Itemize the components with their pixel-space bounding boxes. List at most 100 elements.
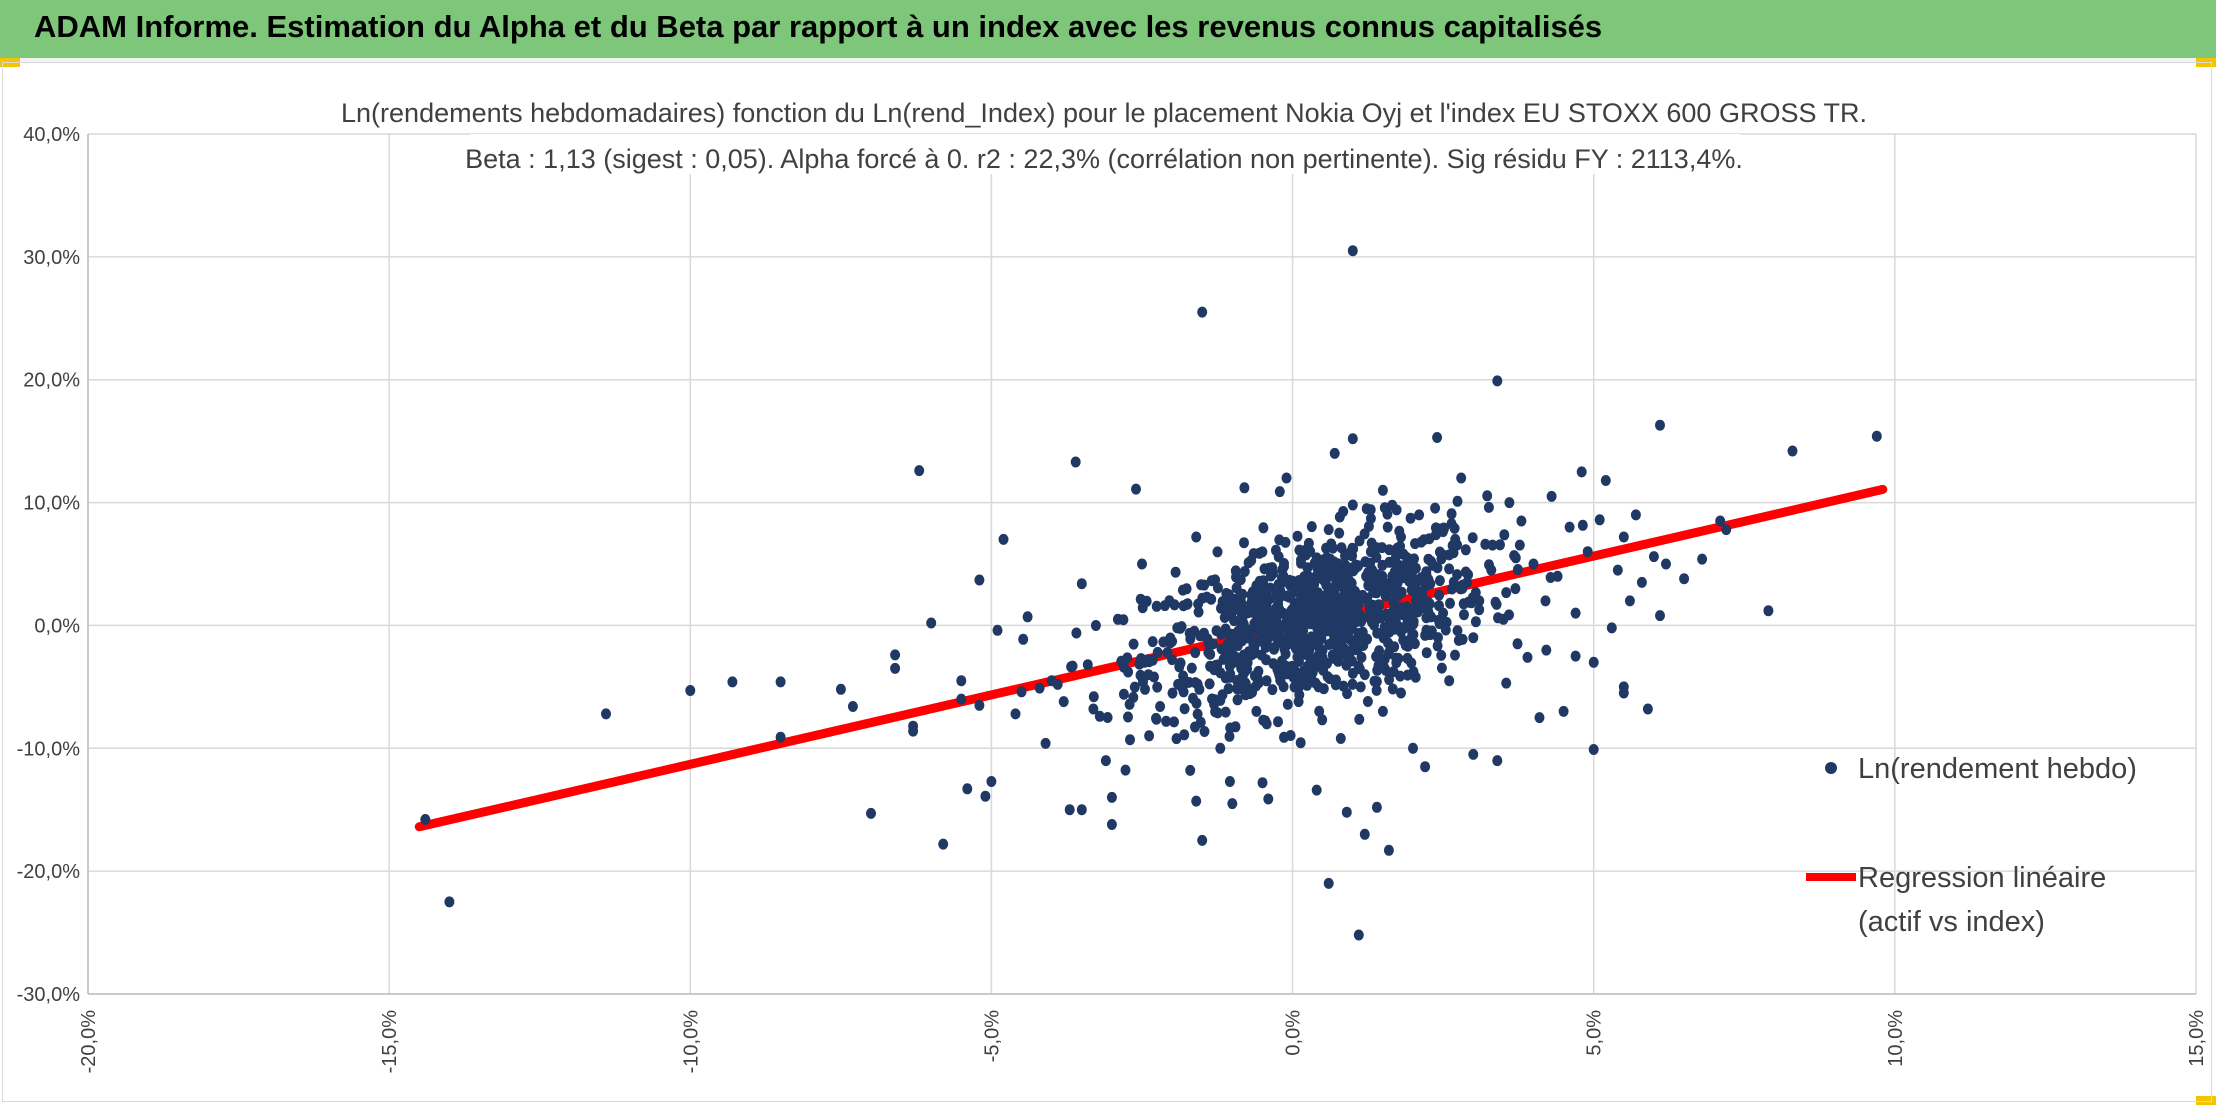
scatter-point: [1382, 521, 1393, 533]
scatter-point: [1286, 604, 1297, 616]
scatter-point: [1300, 596, 1311, 608]
scatter-point: [1197, 306, 1208, 318]
scatter-point: [1541, 644, 1552, 656]
scatter-point: [1504, 497, 1515, 509]
scatter-point: [685, 685, 696, 696]
scatter-point: [1289, 585, 1300, 597]
corner-marker-bottom-right: [2196, 1096, 2216, 1105]
scatter-point: [1436, 662, 1447, 674]
scatter-point: [1230, 565, 1241, 577]
scatter-point: [1452, 495, 1463, 507]
scatter-point: [835, 683, 846, 695]
scatter-point: [1414, 509, 1425, 521]
scatter-point: [1371, 542, 1382, 554]
scatter-point: [1257, 582, 1268, 594]
scatter-point: [1344, 547, 1355, 559]
scatter-point: [1076, 804, 1087, 816]
scatter-point: [1100, 755, 1111, 767]
scatter-point: [1436, 553, 1447, 565]
scatter-point: [992, 624, 1003, 636]
legend-marker-points: [1825, 762, 1837, 774]
y-tick-label: 20,0%: [23, 370, 80, 392]
scatter-point: [1273, 578, 1284, 590]
scatter-point: [1274, 486, 1285, 498]
scatter-point: [1281, 472, 1292, 484]
scatter-point: [1246, 626, 1257, 638]
scatter-point: [1420, 761, 1431, 773]
scatter-point: [1342, 688, 1353, 700]
scatter-point: [1088, 691, 1099, 703]
scatter-point: [1022, 611, 1033, 623]
scatter-point: [1245, 685, 1256, 697]
scatter-point: [1430, 529, 1441, 541]
scatter-point: [1618, 681, 1629, 693]
scatter-point: [1260, 630, 1271, 642]
scatter-point: [1371, 684, 1382, 696]
scatter-point: [1359, 828, 1370, 840]
scatter-point: [1287, 660, 1298, 672]
scatter-point: [1179, 703, 1190, 715]
report-title: ADAM Informe. Estimation du Alpha et du …: [34, 9, 1603, 44]
scatter-point: [1371, 676, 1382, 688]
scatter-point: [1395, 670, 1406, 682]
scatter-point: [1334, 527, 1345, 539]
scatter-point: [1232, 694, 1243, 706]
scatter-point: [1306, 631, 1317, 643]
scatter-point: [1274, 670, 1285, 682]
scatter-point: [1323, 524, 1334, 536]
scatter-point: [847, 701, 858, 712]
scatter-point: [1576, 466, 1587, 478]
scatter-point: [1314, 705, 1325, 717]
scatter-point: [1242, 657, 1253, 669]
scatter-point: [1383, 648, 1394, 660]
scatter-point: [1648, 551, 1659, 563]
scatter-point: [1189, 625, 1200, 637]
scatter-point: [1534, 712, 1545, 724]
scatter-point: [1402, 652, 1413, 664]
scatter-point: [1335, 733, 1346, 744]
scatter-point: [1362, 633, 1373, 645]
scatter-point: [1302, 660, 1313, 672]
scatter-point: [1679, 573, 1690, 585]
scatter-point: [1193, 606, 1204, 618]
scatter-point: [1327, 542, 1338, 554]
scatter-point: [1292, 651, 1303, 663]
scatter-point: [1152, 681, 1163, 693]
scatter-point: [1223, 589, 1234, 601]
scatter-point: [956, 675, 967, 687]
scatter-point: [1402, 669, 1413, 681]
scatter-point: [1763, 605, 1774, 617]
scatter-point: [1215, 742, 1226, 754]
scatter-point: [1176, 621, 1187, 633]
scatter-point: [1433, 632, 1443, 644]
scatter-point: [1123, 711, 1133, 723]
scatter-point: [1118, 614, 1129, 626]
scatter-point: [1380, 664, 1391, 676]
scatter-point: [956, 693, 967, 705]
scatter-point: [1499, 529, 1510, 541]
scatter-point: [1224, 660, 1235, 672]
scatter-point: [1088, 703, 1099, 715]
scatter-point: [1170, 566, 1181, 578]
scatter-point: [1206, 593, 1217, 605]
scatter-point: [1220, 706, 1231, 718]
scatter-point: [1319, 557, 1330, 569]
scatter-point: [1444, 563, 1455, 575]
y-tick-label: 0,0%: [34, 615, 80, 637]
y-tick-label: 10,0%: [23, 493, 80, 515]
scatter-point: [1588, 656, 1599, 668]
scatter-point: [444, 896, 455, 908]
scatter-point: [1313, 681, 1324, 693]
scatter-point: [1224, 776, 1235, 787]
scatter-point: [1333, 608, 1344, 620]
scatter-point: [1261, 604, 1272, 616]
scatter-point: [1262, 592, 1273, 604]
scatter-point: [1052, 678, 1063, 690]
scatter-point: [1445, 597, 1455, 609]
scatter-points: [420, 245, 1882, 941]
scatter-point: [1316, 661, 1327, 673]
scatter-point: [1594, 514, 1605, 526]
scatter-point: [1387, 683, 1398, 695]
scatter-point: [1277, 620, 1288, 632]
scatter-point: [1570, 607, 1581, 619]
